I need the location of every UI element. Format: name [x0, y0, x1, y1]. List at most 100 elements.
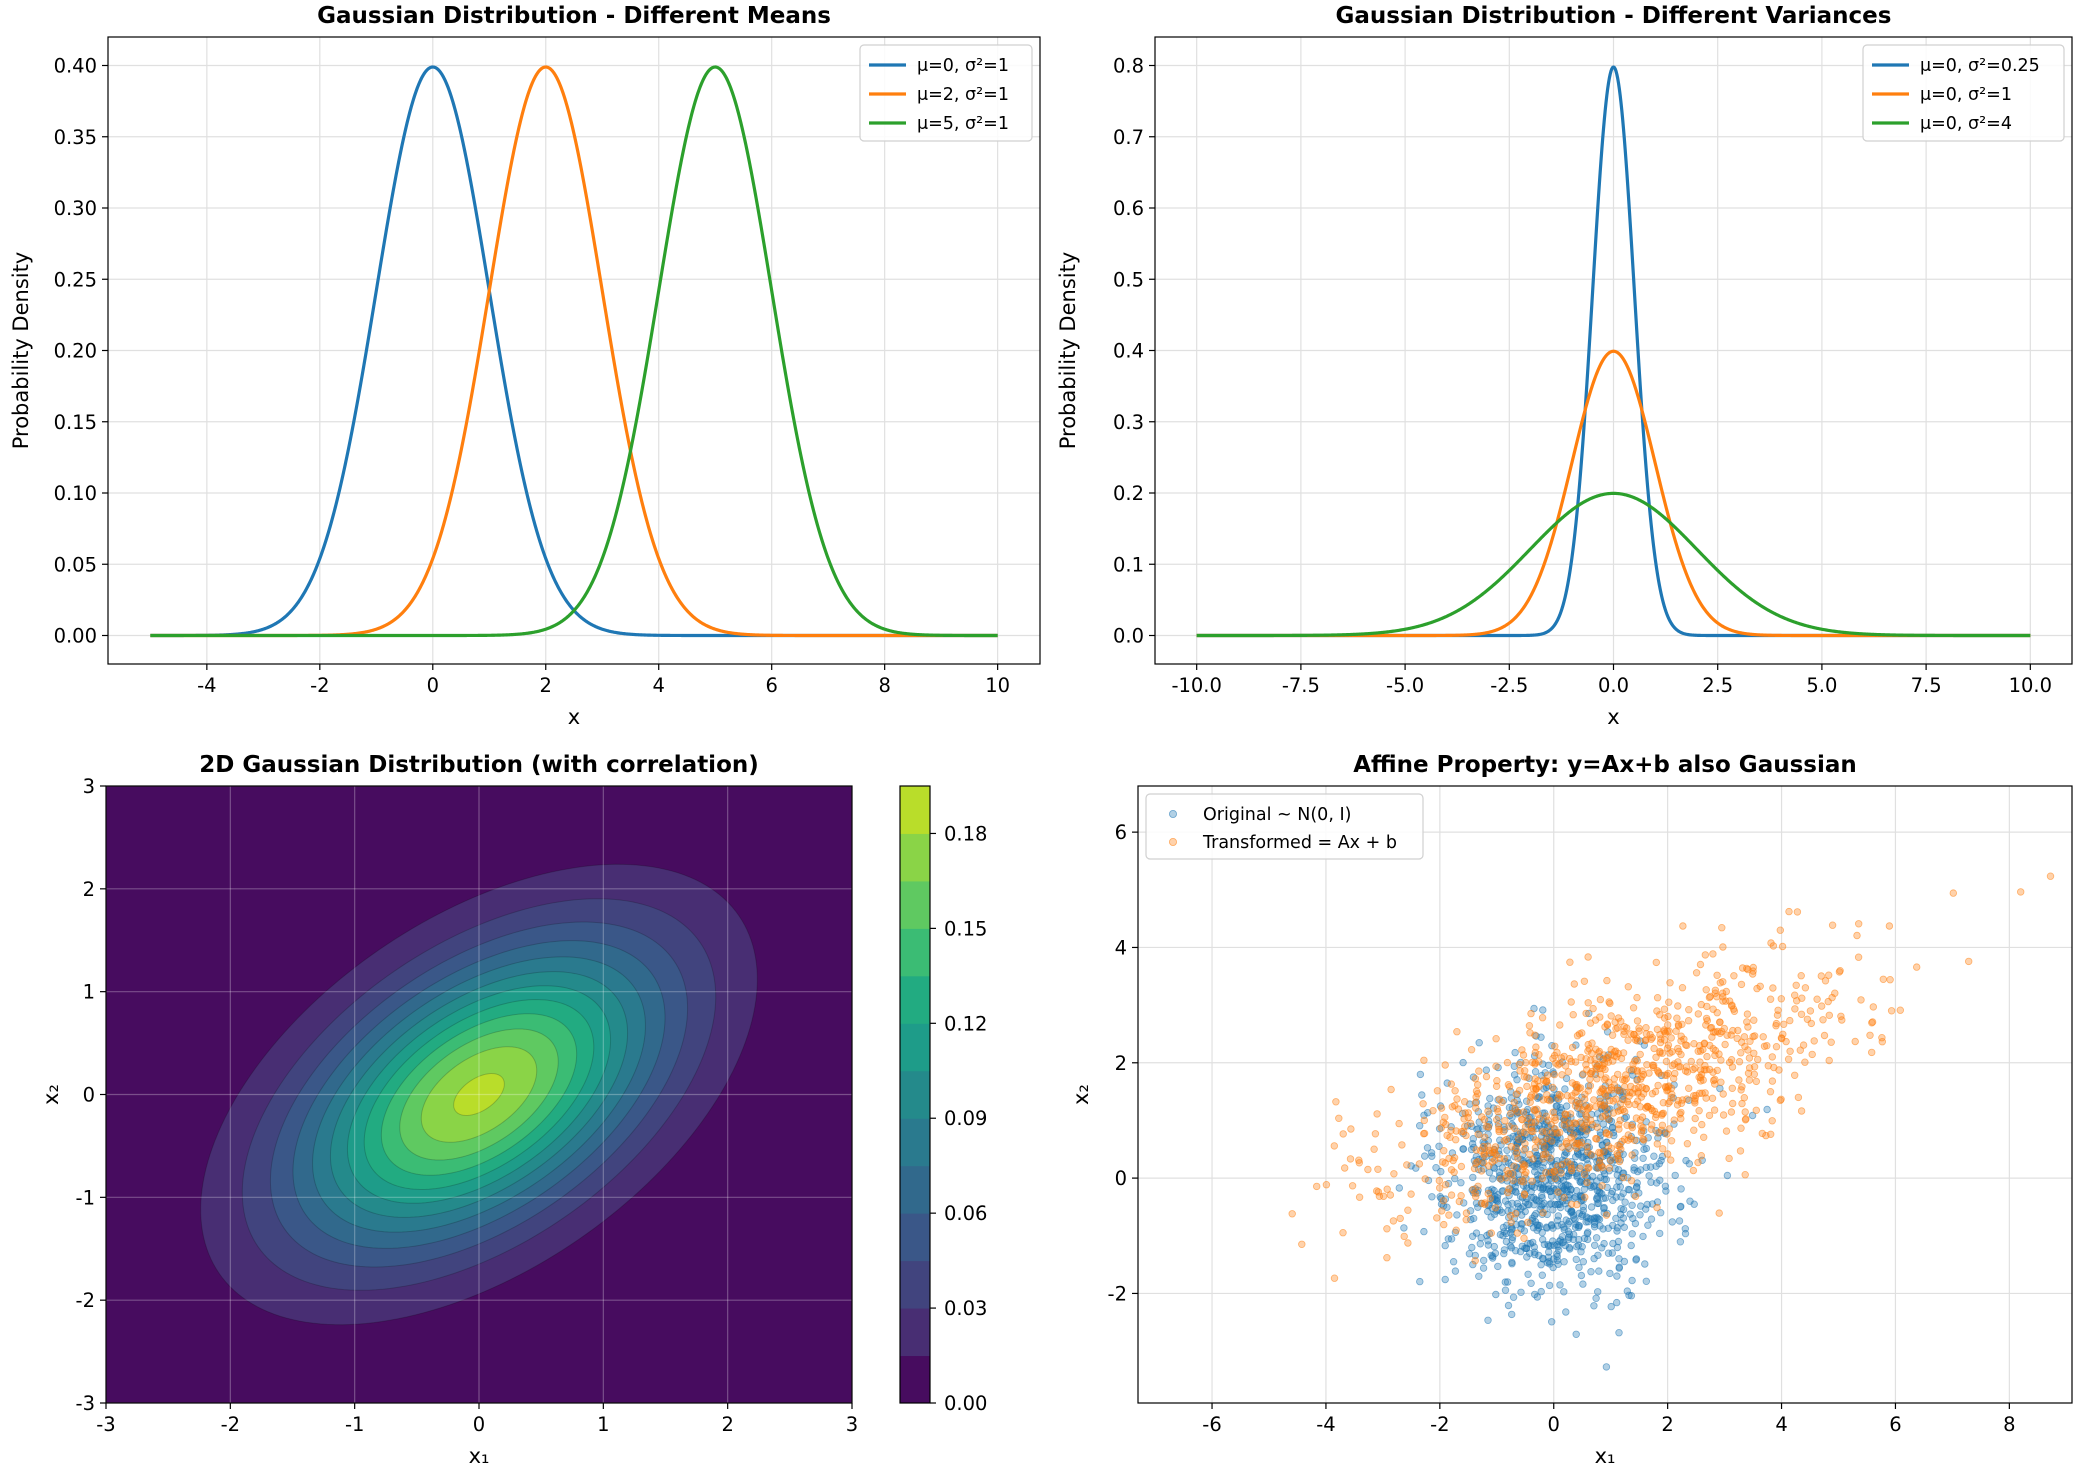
- scatter-point: [1683, 1041, 1691, 1050]
- scatter-point: [1398, 1141, 1406, 1149]
- x-tick-label: 0: [427, 674, 439, 697]
- x-ticks: -3 -2 -1 0 1 2 3: [96, 1403, 858, 1436]
- scatter-point: [1625, 1291, 1633, 1299]
- scatter-point: [1459, 1199, 1468, 1207]
- scatter-point: [1658, 1145, 1667, 1153]
- scatter-point: [1772, 1021, 1780, 1030]
- scatter-point: [1614, 1237, 1623, 1246]
- scatter-point: [1538, 1174, 1547, 1183]
- scatter-point: [1510, 1071, 1519, 1079]
- x-tick-label: 8: [2003, 1413, 2015, 1436]
- scatter-point: [1631, 1219, 1640, 1228]
- scatter-point: [1558, 1143, 1566, 1151]
- scatter-point: [1806, 1007, 1815, 1015]
- scatter-point: [1598, 1112, 1607, 1121]
- scatter-point: [1741, 1170, 1749, 1179]
- scatter-point: [1485, 1168, 1494, 1177]
- scatter-point: [1457, 1191, 1465, 1200]
- scatter-point: [1827, 1038, 1835, 1046]
- colorbar-segment: [900, 1260, 930, 1309]
- scatter-point: [1439, 1196, 1448, 1205]
- scatter-point: [1469, 1214, 1478, 1223]
- scatter-point: [1550, 1167, 1558, 1175]
- scatter-point: [1453, 1095, 1461, 1103]
- scatter-point: [1556, 1021, 1564, 1029]
- scatter-point: [1432, 1163, 1440, 1172]
- scatter-point: [1612, 1298, 1621, 1307]
- scatter-point: [1702, 1066, 1710, 1074]
- scatter-point: [1645, 1172, 1653, 1180]
- scatter-point: [1633, 1076, 1641, 1085]
- scatter-point: [1705, 1111, 1714, 1120]
- y-tick-label: 0.40: [54, 55, 97, 78]
- scatter-point: [1569, 1230, 1578, 1239]
- scatter-point: [1474, 1182, 1482, 1190]
- scatter-point: [1656, 1038, 1665, 1047]
- scatter-point: [1517, 1177, 1525, 1185]
- scatter-point: [1608, 1123, 1617, 1132]
- scatter-point: [1599, 1120, 1608, 1128]
- scatter-point: [1797, 1010, 1806, 1018]
- scatter-point: [1660, 1027, 1668, 1036]
- scatter-point: [1546, 1200, 1554, 1208]
- scatter-point: [1596, 1188, 1604, 1197]
- scatter-point: [1598, 1056, 1607, 1064]
- x-axis-label: x₁: [469, 1444, 490, 1468]
- scatter-point: [1636, 1050, 1644, 1059]
- scatter-point: [1450, 1168, 1458, 1176]
- scatter-point: [1479, 1264, 1488, 1272]
- scatter-series: [1288, 872, 2055, 1282]
- scatter-point: [1543, 1071, 1552, 1079]
- scatter-point: [1633, 1037, 1642, 1045]
- legend-label: μ=0, σ²=1: [917, 56, 1009, 76]
- scatter-point: [1553, 1250, 1561, 1258]
- scatter-point: [1799, 1041, 1808, 1049]
- scatter-point: [1592, 1102, 1600, 1111]
- scatter-point: [1748, 1111, 1757, 1120]
- scatter-point: [1653, 1140, 1661, 1148]
- scatter-point: [1583, 1105, 1592, 1113]
- scatter-point: [1750, 1032, 1759, 1040]
- scatter-point: [1821, 977, 1830, 985]
- scatter-point: [1418, 1091, 1426, 1099]
- scatter-point: [1711, 1075, 1719, 1084]
- scatter-point: [1566, 1124, 1574, 1133]
- legend-label: μ=0, σ²=1: [1920, 85, 2012, 105]
- scatter-point: [1567, 1133, 1575, 1142]
- scatter-point: [1719, 1090, 1727, 1098]
- x-tick-label: 10: [985, 674, 1010, 697]
- chart-title: 2D Gaussian Distribution (with correlati…: [199, 752, 759, 778]
- scatter-point: [1517, 1288, 1525, 1296]
- scatter-point: [1835, 968, 1844, 976]
- scatter-point: [1699, 1076, 1707, 1084]
- scatter-point: [1419, 1100, 1427, 1108]
- y-tick-label: 0.4: [1113, 340, 1144, 363]
- legend-label: μ=0, σ²=0.25: [1920, 56, 2040, 76]
- x-tick-label: 0: [1548, 1413, 1560, 1436]
- scatter-point: [1639, 1135, 1647, 1143]
- scatter-point: [1584, 1228, 1592, 1236]
- scatter-point: [1828, 921, 1837, 929]
- scatter-point: [1585, 1009, 1593, 1018]
- legend: μ=0, σ²=1 μ=2, σ²=1 μ=5, σ²=1: [859, 44, 1033, 142]
- colorbar-segment: [900, 975, 930, 1024]
- scatter-point: [1798, 994, 1806, 1002]
- scatter-point: [1639, 1232, 1647, 1241]
- scatter-point: [1619, 1173, 1628, 1182]
- scatter-point: [1478, 1113, 1486, 1121]
- scatter-point: [1769, 984, 1777, 992]
- scatter-point: [1607, 1012, 1615, 1020]
- scatter-point: [1531, 1067, 1540, 1076]
- scatter-point: [1658, 1111, 1666, 1119]
- scatter-point: [1452, 1127, 1460, 1135]
- scatter-point: [1630, 1166, 1638, 1174]
- scatter-point: [1484, 1107, 1492, 1115]
- scatter-point: [1395, 1119, 1403, 1128]
- scatter-point: [1667, 1137, 1676, 1145]
- scatter-point: [1584, 999, 1592, 1007]
- scatter-point: [1594, 1199, 1603, 1208]
- scatter-point: [1532, 1196, 1541, 1205]
- scatter-point: [1609, 1097, 1617, 1105]
- colorbar-segment: [900, 1308, 930, 1357]
- scatter-point: [1785, 907, 1793, 916]
